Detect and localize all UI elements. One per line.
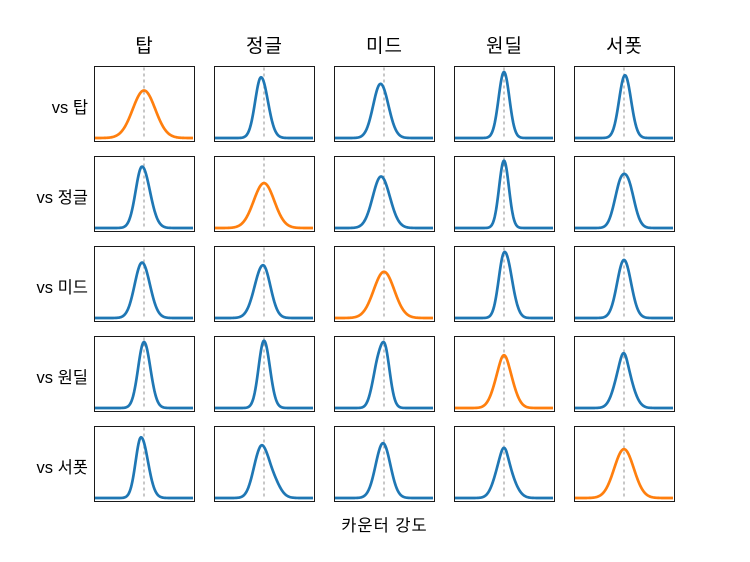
density-curve (215, 443, 313, 500)
density-cell-r4-c2 (214, 336, 315, 412)
density-cell-r3-c1 (94, 246, 195, 322)
density-plot (335, 427, 433, 500)
column-header-4: 원딜 (486, 36, 523, 57)
density-cell-r1-c1 (94, 66, 195, 142)
highlight-density-curve (455, 353, 553, 410)
highlight-density-curve (575, 447, 673, 500)
density-curve (455, 159, 553, 230)
density-cell-r5-c1 (94, 426, 195, 502)
density-plot (455, 337, 553, 410)
column-header-5: 서폿 (606, 36, 643, 57)
density-curve (335, 340, 433, 410)
density-curve (575, 258, 673, 320)
x-axis-label: 카운터 강도 (341, 517, 428, 535)
density-plot (95, 247, 193, 320)
density-plot (215, 427, 313, 500)
density-curve (215, 339, 313, 410)
density-cell-r1-c2 (214, 66, 315, 142)
density-plot (95, 337, 193, 410)
density-cell-r3-c2 (214, 246, 315, 322)
column-header-3: 미드 (366, 36, 403, 57)
density-cell-r5-c5 (574, 426, 675, 502)
density-plot (575, 67, 673, 140)
density-cell-r5-c2 (214, 426, 315, 502)
density-cell-r2-c5 (574, 156, 675, 232)
density-cell-r1-c3 (334, 66, 435, 142)
density-curve (215, 75, 313, 140)
highlight-density-curve (335, 270, 433, 320)
density-plot (335, 247, 433, 320)
density-cell-r5-c4 (454, 426, 555, 502)
density-cell-r3-c5 (574, 246, 675, 322)
density-plot (215, 157, 313, 230)
density-cell-r5-c3 (334, 426, 435, 502)
density-curve (455, 70, 553, 140)
density-plot (455, 247, 553, 320)
density-plot (575, 157, 673, 230)
density-curve (215, 263, 313, 320)
density-cell-r1-c4 (454, 66, 555, 142)
density-plot (335, 337, 433, 410)
density-cell-r4-c5 (574, 336, 675, 412)
row-label-5: vs 서폿 (36, 459, 88, 477)
density-cell-r1-c5 (574, 66, 675, 142)
row-label-2: vs 정글 (36, 189, 88, 207)
density-plot (335, 67, 433, 140)
density-plot (455, 67, 553, 140)
column-header-1: 탑 (135, 36, 154, 57)
density-plot (215, 337, 313, 410)
density-curve (335, 441, 433, 500)
column-header-2: 정글 (246, 36, 283, 57)
row-label-1: vs 탑 (51, 99, 88, 117)
highlight-density-curve (215, 181, 313, 230)
density-curve (455, 446, 553, 500)
density-curve (575, 351, 673, 410)
density-plot (575, 247, 673, 320)
density-cell-r2-c1 (94, 156, 195, 232)
density-cell-r3-c3 (334, 246, 435, 322)
density-plot (95, 157, 193, 230)
density-curve (575, 172, 673, 230)
density-plot (335, 157, 433, 230)
density-curve (335, 175, 433, 230)
density-plot (95, 427, 193, 500)
density-cell-r2-c3 (334, 156, 435, 232)
density-plot (575, 427, 673, 500)
density-curve (95, 435, 193, 500)
density-cell-r2-c4 (454, 156, 555, 232)
density-plot (455, 157, 553, 230)
density-cell-r4-c4 (454, 336, 555, 412)
density-cell-r4-c3 (334, 336, 435, 412)
highlight-density-curve (95, 89, 193, 140)
density-curve (575, 73, 673, 140)
density-plot (215, 67, 313, 140)
density-cell-r4-c1 (94, 336, 195, 412)
density-curve (95, 340, 193, 410)
density-curve (95, 165, 193, 230)
density-curve (95, 261, 193, 320)
density-plot (215, 247, 313, 320)
density-cell-r2-c2 (214, 156, 315, 232)
row-label-3: vs 미드 (36, 279, 88, 297)
density-plot (95, 67, 193, 140)
row-label-4: vs 원딜 (36, 369, 88, 387)
density-curve (335, 82, 433, 140)
density-cell-r3-c4 (454, 246, 555, 322)
density-curve (455, 250, 553, 320)
density-plot (575, 337, 673, 410)
density-plot (455, 427, 553, 500)
